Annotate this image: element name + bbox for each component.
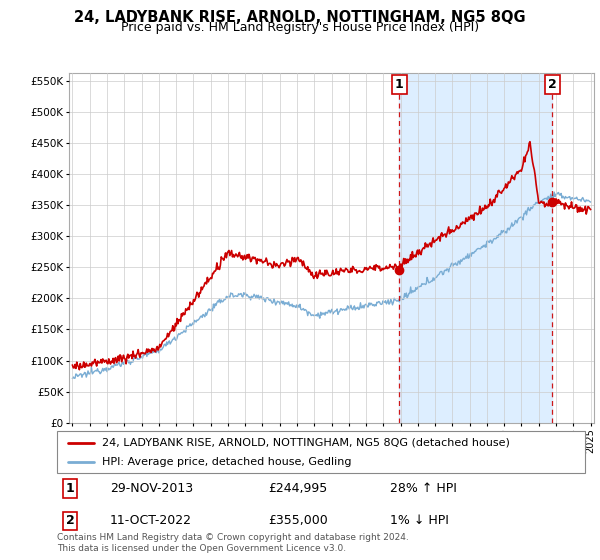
Text: 1% ↓ HPI: 1% ↓ HPI xyxy=(389,514,449,528)
FancyBboxPatch shape xyxy=(57,431,585,473)
Text: Price paid vs. HM Land Registry's House Price Index (HPI): Price paid vs. HM Land Registry's House … xyxy=(121,21,479,34)
Text: £244,995: £244,995 xyxy=(268,482,328,495)
Text: 1: 1 xyxy=(66,482,74,495)
Text: 24, LADYBANK RISE, ARNOLD, NOTTINGHAM, NG5 8QG: 24, LADYBANK RISE, ARNOLD, NOTTINGHAM, N… xyxy=(74,10,526,25)
Text: 2: 2 xyxy=(66,514,74,528)
Bar xyxy=(399,73,552,423)
Text: 11-OCT-2022: 11-OCT-2022 xyxy=(110,514,192,528)
Text: 29-NOV-2013: 29-NOV-2013 xyxy=(110,482,193,495)
Text: £355,000: £355,000 xyxy=(268,514,328,528)
Text: 2: 2 xyxy=(548,78,557,91)
Text: 1: 1 xyxy=(395,78,404,91)
Text: 24, LADYBANK RISE, ARNOLD, NOTTINGHAM, NG5 8QG (detached house): 24, LADYBANK RISE, ARNOLD, NOTTINGHAM, N… xyxy=(102,438,510,448)
Text: Contains HM Land Registry data © Crown copyright and database right 2024.
This d: Contains HM Land Registry data © Crown c… xyxy=(57,533,409,553)
Text: HPI: Average price, detached house, Gedling: HPI: Average price, detached house, Gedl… xyxy=(102,458,352,467)
Text: 28% ↑ HPI: 28% ↑ HPI xyxy=(389,482,457,495)
